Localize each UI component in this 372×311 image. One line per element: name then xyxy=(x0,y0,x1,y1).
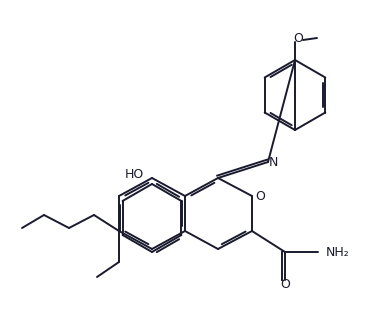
Text: O: O xyxy=(280,278,290,291)
Text: O: O xyxy=(293,31,303,44)
Text: NH₂: NH₂ xyxy=(326,245,350,258)
Text: HO: HO xyxy=(124,169,144,182)
Text: N: N xyxy=(268,156,278,169)
Text: O: O xyxy=(255,189,265,202)
